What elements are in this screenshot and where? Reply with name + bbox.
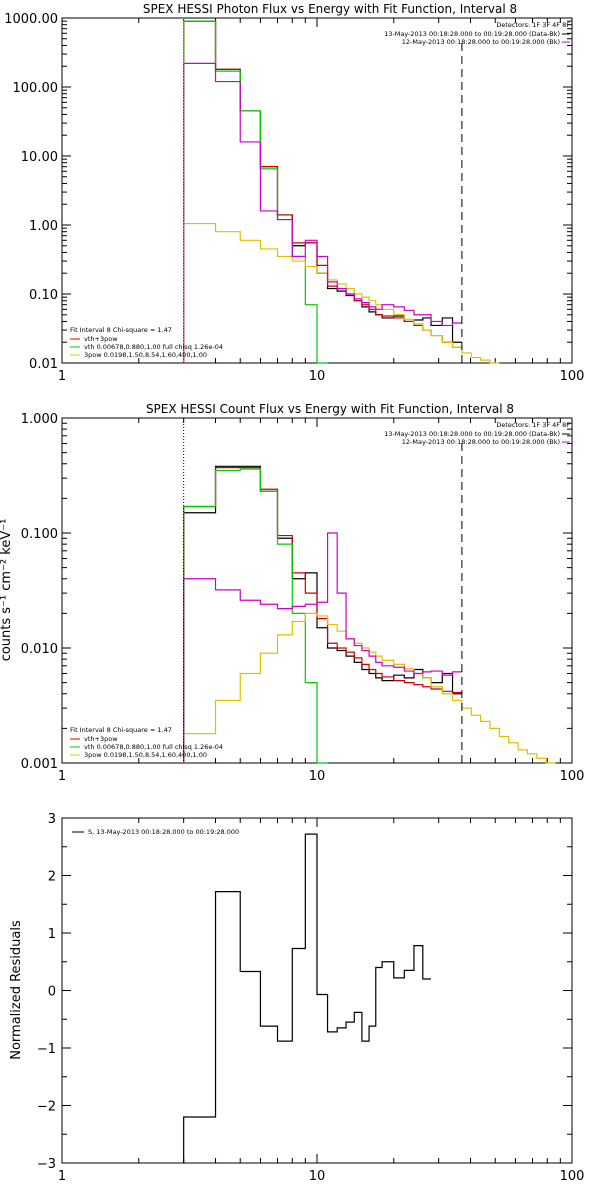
background-series-line [183, 532, 462, 763]
x-tick-label: 10 [309, 369, 326, 384]
fit-line-total: vth+3pow [84, 335, 118, 343]
fit-line-total: vth+3pow [84, 735, 118, 743]
time-data-label: 13-May-2013 00:18:28.000 to 00:19:28.000… [384, 30, 560, 38]
y-tick-label: −3 [37, 1157, 56, 1172]
pow-series-line [183, 612, 556, 764]
vth-series-line [183, 20, 328, 364]
y-tick-label: 3 [48, 812, 56, 827]
y-tick-label: 1.00 [29, 219, 58, 234]
residuals-series [183, 833, 432, 1163]
fit-line-pow: 3pow 0.0198,1.50,8.54,1.60,400,1.00 [84, 751, 207, 759]
x-tick-label: 100 [560, 769, 585, 784]
data-series-line [183, 465, 462, 763]
residuals-y-axis-label: Normalized Residuals [9, 920, 24, 1060]
residuals-y-ticks: −3 −2 −1 0 1 2 3 [37, 812, 572, 1172]
x-tick-label: 1 [58, 369, 66, 384]
x-tick-label: 1 [58, 769, 66, 784]
y-tick-label: 0.010 [21, 642, 58, 657]
residuals-series-line [183, 833, 432, 1163]
residuals-legend-label: S, 13-May-2013 00:18:28.000 to 00:19:28.… [88, 828, 239, 836]
time-bk-label: 12-May-2013 00:18:28.000 to 00:19:28.000… [402, 438, 560, 446]
y-tick-label: 2 [48, 870, 56, 885]
x-tick-label: 100 [560, 1169, 585, 1184]
y-tick-label: 0.01 [29, 357, 58, 372]
pow-series-line [183, 222, 500, 364]
count-y-ticks: 0.001 0.010 0.100 1.000 [21, 412, 572, 772]
fit-header-label: Fit Interval 8 Chi-square = 1.47 [70, 726, 172, 734]
y-tick-label: 0.100 [21, 527, 58, 542]
count-y-axis-label: counts s⁻¹ cm⁻² keV⁻¹ [0, 519, 14, 662]
data-series-line [183, 20, 462, 363]
x-tick-label: 1 [58, 1169, 66, 1184]
background-series-line [183, 62, 462, 363]
y-tick-label: 0.10 [29, 288, 58, 303]
residuals-panel: Normalized Residuals −3 −2 −1 0 1 2 3 1 10 100 S… [9, 812, 584, 1184]
vth-series-line [183, 468, 328, 764]
time-bk-label: 12-May-2013 00:18:28.000 to 00:19:28.000… [402, 38, 560, 46]
y-tick-label: 1.000 [21, 412, 58, 427]
x-tick-label: 10 [309, 1169, 326, 1184]
time-data-label: 13-May-2013 00:18:28.000 to 00:19:28.000… [384, 430, 560, 438]
count-flux-panel: SPEX HESSI Count Flux vs Energy with Fit… [0, 402, 584, 784]
y-tick-label: −2 [37, 1100, 56, 1115]
fit-line-vth: vth 0.00678,0.880,1.00 full chisq 1.26e-… [84, 343, 223, 351]
count-panel-title: SPEX HESSI Count Flux vs Energy with Fit… [146, 402, 514, 416]
fit-line-pow: 3pow 0.0198,1.50,8.54,1.60,400,1.00 [84, 351, 207, 359]
y-tick-label: 100.00 [13, 81, 59, 96]
photon-x-ticks: 1 10 100 [58, 18, 585, 384]
count-x-ticks: 1 10 100 [58, 418, 585, 784]
total-fit-series-line [183, 20, 462, 363]
y-tick-label: 1 [48, 927, 56, 942]
photon-panel-title: SPEX HESSI Photon Flux vs Energy with Fi… [143, 2, 517, 16]
detectors-label: Detectors: 1F 3F 4F 8F [496, 421, 570, 429]
detectors-label: Detectors: 1F 3F 4F 8F [496, 21, 570, 29]
count-series [183, 465, 556, 764]
total-fit-series-line [183, 467, 462, 763]
y-tick-label: 1000.00 [4, 12, 58, 27]
x-tick-label: 10 [309, 769, 326, 784]
y-tick-label: −1 [37, 1042, 56, 1057]
y-tick-label: 0.001 [21, 757, 58, 772]
x-tick-label: 100 [560, 369, 585, 384]
y-tick-label: 0 [48, 985, 56, 1000]
photon-series [183, 20, 500, 364]
y-tick-label: 10.00 [21, 150, 58, 165]
fit-line-vth: vth 0.00678,0.880,1.00 full chisq 1.26e-… [84, 743, 223, 751]
fit-header-label: Fit Interval 8 Chi-square = 1.47 [70, 326, 172, 334]
photon-flux-panel: SPEX HESSI Photon Flux vs Energy with Fi… [4, 2, 584, 384]
residuals-x-ticks: 1 10 100 [58, 818, 585, 1184]
photon-y-ticks: 0.01 0.10 1.00 10.00 100.00 1000.00 [4, 12, 572, 372]
